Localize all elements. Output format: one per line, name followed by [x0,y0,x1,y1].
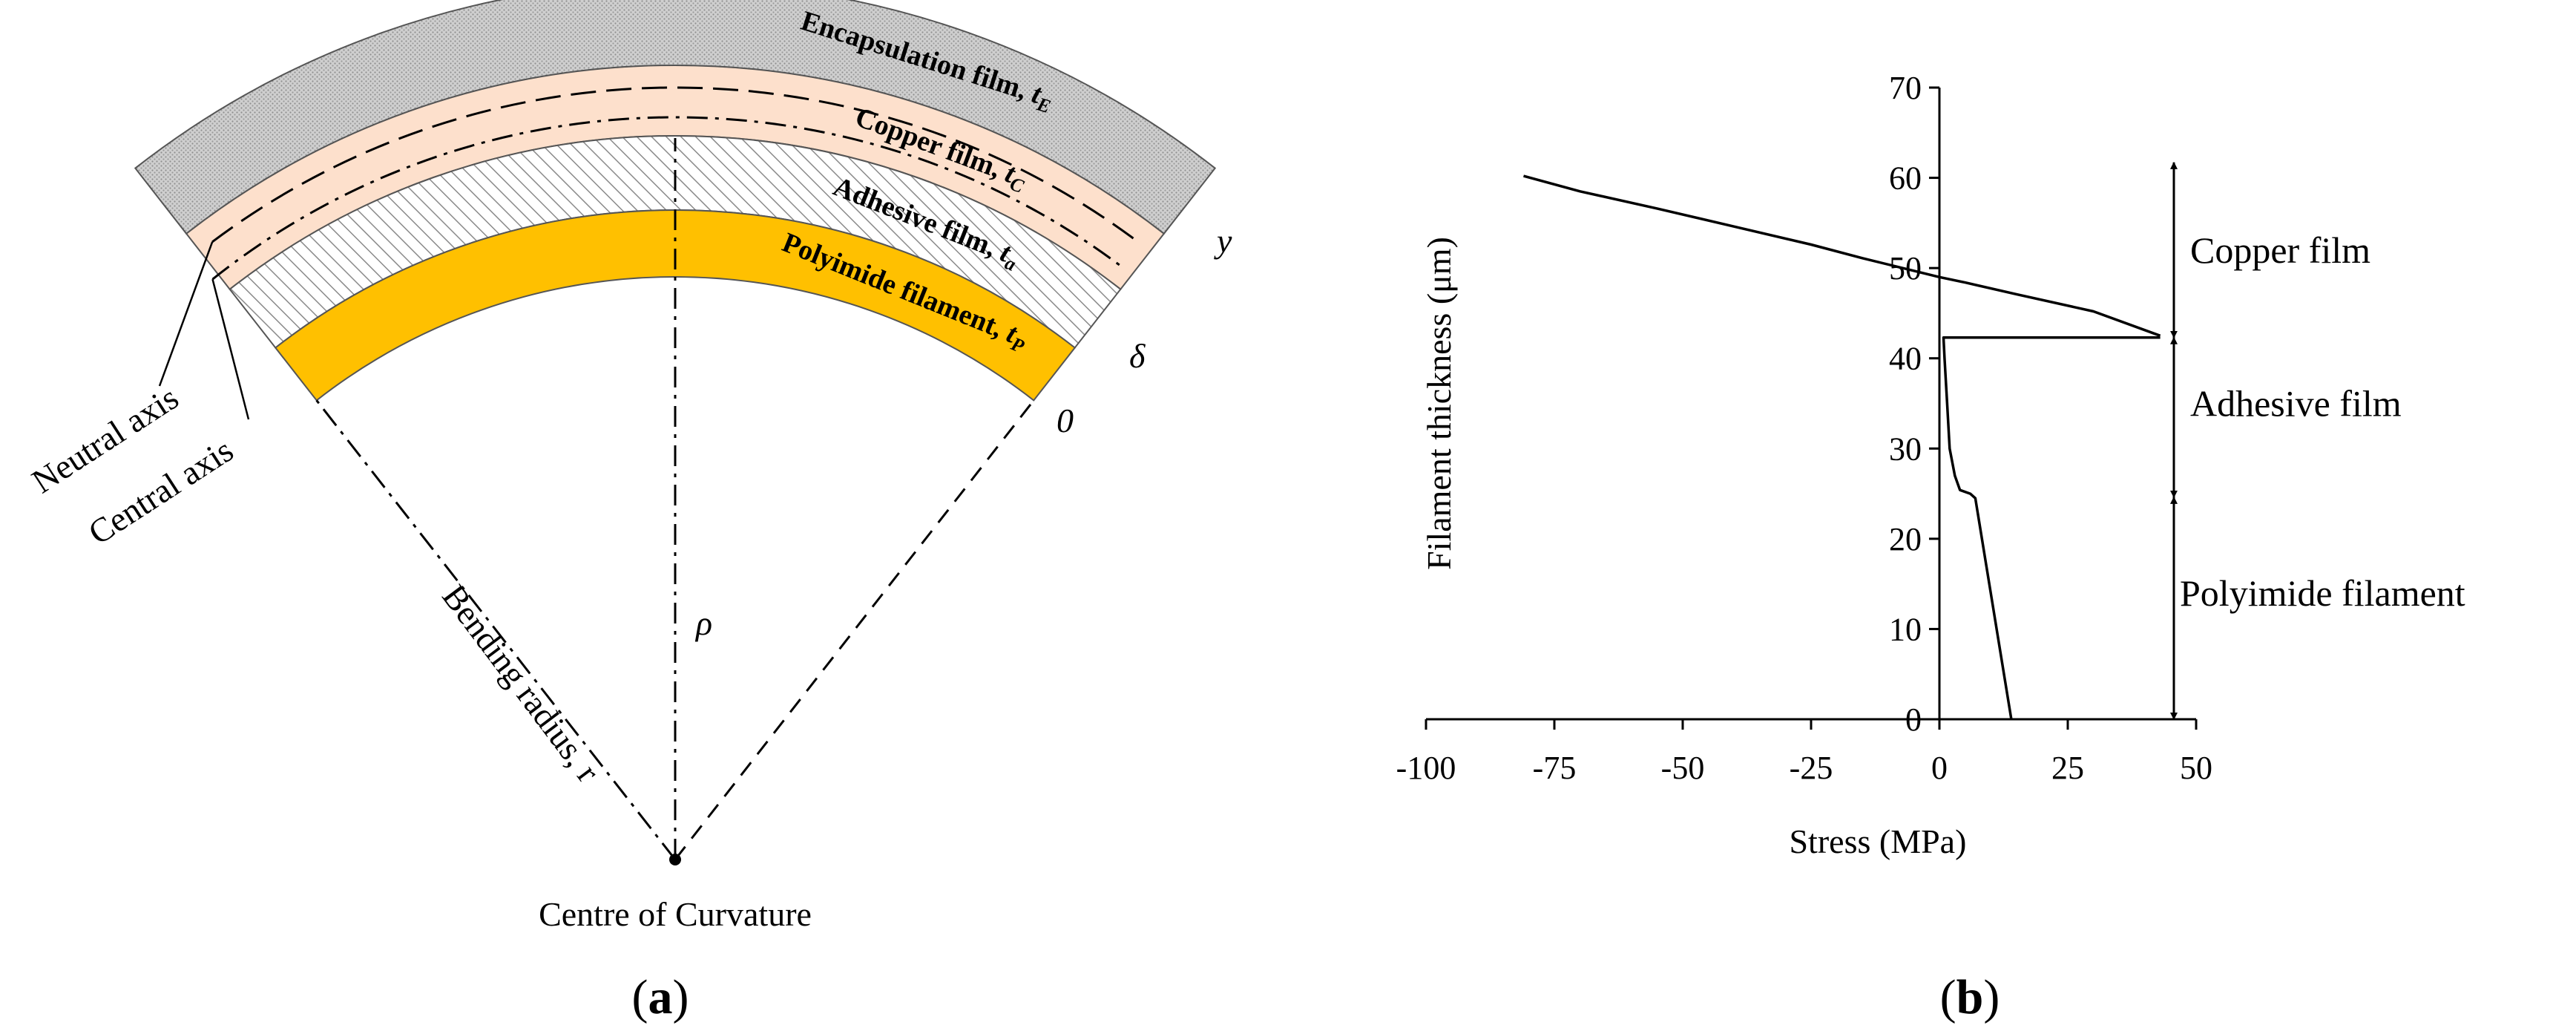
y-tick-label: 20 [1889,521,1922,557]
central-axis-line [211,116,1121,281]
polyimide-filament-segment-label: Polyimide filament [2180,572,2465,614]
panel-a-label: (a) [632,970,689,1024]
centre-of-curvature-point [669,854,681,865]
panel-b-label: (b) [1940,970,2000,1024]
x-axis-label: Stress (MPa) [1789,822,1966,860]
central-axis-leader [211,278,250,420]
bending-radius-line [315,399,677,860]
x-tick-label: -25 [1790,750,1833,786]
adhesive-film-segment-label: Adhesive film [2190,383,2402,425]
x-tick-label: -75 [1533,750,1577,786]
y-tick-label: 70 [1889,70,1922,106]
delta-symbol: δ [1129,337,1146,375]
copper-film-segment-label: Copper film [2190,229,2370,271]
rho-label: ρ [694,604,712,642]
y-symbol: y [1214,222,1232,260]
y-tick-label: 30 [1889,431,1922,467]
x-tick-label: -50 [1661,750,1705,786]
x-tick-label: 50 [2180,750,2212,786]
neutral-axis-leader [158,241,214,387]
neutral-axis-line [211,86,1139,243]
polyimide-layer [274,209,1077,402]
y-tick-label: 60 [1889,160,1922,197]
y-tick-label: 10 [1889,611,1922,647]
x-tick-label: 0 [1931,750,1948,786]
panel-a-diagram: Encapsulation film, tE Copper film, tC A… [25,0,1232,1024]
bending-radius-label: Bending radius, r [435,577,607,789]
zero-symbol: 0 [1057,402,1074,439]
panel-b-chart: -100 -75 -50 -25 0 25 50 0 10 20 30 40 50 60 70 Stres… [1396,70,2465,1024]
data-series [1523,174,2161,720]
centre-of-curvature-label: Centre of Curvature [539,895,812,933]
y-tick-label: 40 [1889,341,1922,377]
stress-series-line [1942,336,2161,720]
y-axis-label: Filament thickness (μm) [1420,237,1458,570]
x-tick-label: 25 [2051,750,2084,786]
stress-series-line [1523,174,2161,337]
x-tick-label: -100 [1396,750,1456,786]
y-tick-label: 0 [1905,701,1922,738]
x-axis-ticks: -100 -75 -50 -25 0 25 50 [1396,719,2212,786]
right-boundary-dashed-line [674,399,1035,860]
